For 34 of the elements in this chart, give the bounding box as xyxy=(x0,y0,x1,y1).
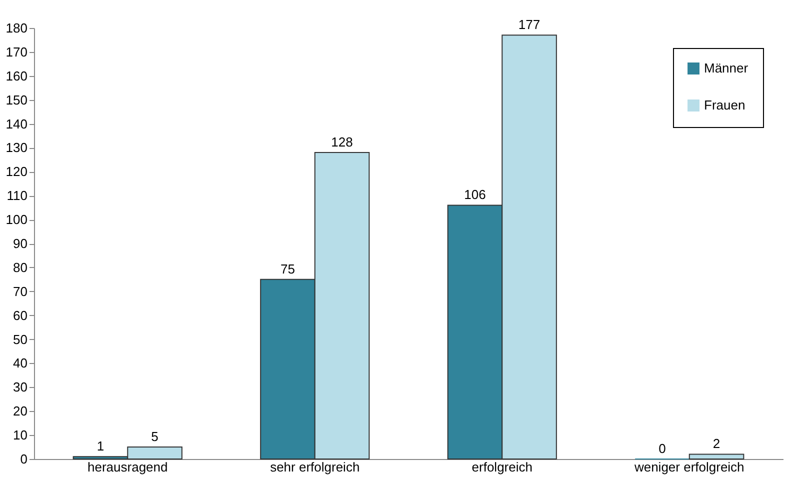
y-tick-label: 180 xyxy=(6,20,28,36)
x-tick-label: herausragend xyxy=(88,460,168,474)
y-tick-label: 0 xyxy=(20,452,28,466)
y-tick-label: 130 xyxy=(6,140,28,156)
x-tick-label: weniger erfolgreich xyxy=(633,460,744,474)
y-tick-label: 60 xyxy=(13,308,28,323)
data-label: 2 xyxy=(712,436,720,452)
data-label: 75 xyxy=(280,261,295,276)
y-tick-label: 170 xyxy=(6,44,28,60)
y-tick-label: 50 xyxy=(13,332,28,347)
y-tick-label: 30 xyxy=(13,380,28,395)
y-tick-label: 10 xyxy=(13,428,28,443)
y-tick-label: 150 xyxy=(6,92,28,108)
y-tick-label: 40 xyxy=(13,356,28,371)
x-tick-label: sehr erfolgreich xyxy=(270,460,360,474)
data-label: 1 xyxy=(96,438,104,454)
data-label: 128 xyxy=(331,134,353,150)
data-label: 106 xyxy=(464,187,486,202)
legend-label: Männer xyxy=(704,60,749,76)
y-tick-label: 110 xyxy=(6,188,28,204)
x-tick-label: erfolgreich xyxy=(472,460,532,474)
y-tick-label: 160 xyxy=(6,68,28,84)
y-tick-label: 20 xyxy=(13,404,28,419)
y-tick-label: 140 xyxy=(6,116,28,132)
data-label: 0 xyxy=(658,441,666,456)
y-tick-label: 100 xyxy=(6,212,28,228)
y-tick-label: 120 xyxy=(6,164,28,180)
y-tick-label: 90 xyxy=(13,236,28,251)
y-tick-label: 70 xyxy=(13,284,28,299)
data-label: 5 xyxy=(151,429,158,444)
legend-label: Frauen xyxy=(704,98,746,112)
data-label: 177 xyxy=(518,17,540,32)
bar xyxy=(688,454,744,460)
y-tick-label: 80 xyxy=(13,260,28,275)
